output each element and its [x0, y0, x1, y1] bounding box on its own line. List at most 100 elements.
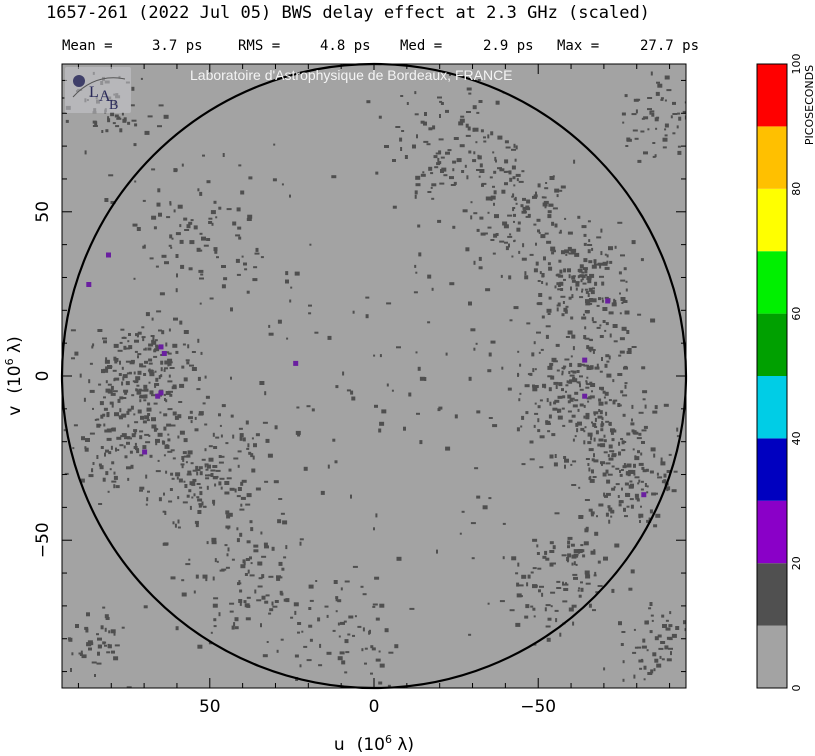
delay-cell [215, 469, 221, 472]
delay-cell [556, 282, 562, 286]
delay-cell [652, 652, 657, 657]
delay-cell [261, 595, 266, 600]
delay-cell [154, 370, 157, 373]
delay-cell [202, 402, 206, 405]
delay-cell [204, 423, 208, 426]
delay-cell [140, 389, 145, 392]
delay-cell [170, 576, 176, 580]
delay-cell [676, 427, 679, 432]
delay-cell [154, 383, 157, 388]
delay-cell [634, 493, 639, 498]
delay-cell [572, 404, 578, 408]
delay-cell [196, 471, 199, 476]
delay-cell [581, 225, 587, 229]
delay-cell [190, 219, 194, 222]
delay-cell [127, 121, 131, 125]
delay-cell [221, 284, 226, 289]
delay-cell [136, 384, 140, 387]
delay-cell [599, 324, 602, 327]
delay-cell [234, 488, 237, 493]
delay-cell [682, 110, 686, 113]
delay-cell [563, 588, 569, 591]
delay-cell [479, 163, 483, 168]
delay-cell [554, 399, 560, 403]
delay-cell [584, 528, 589, 533]
delay-cell [520, 425, 523, 428]
delay-cell [593, 437, 596, 442]
delay-cell [501, 189, 506, 194]
delay-cell [202, 574, 208, 579]
delay-cell [164, 511, 167, 515]
delay-cell [571, 294, 574, 299]
delay-cell [608, 423, 611, 426]
delay-cell [110, 385, 114, 390]
delay-cell [554, 454, 557, 458]
delay-cell [581, 316, 587, 320]
delay-cell [257, 585, 263, 588]
delay-cell [445, 109, 449, 113]
delay-cell [113, 656, 119, 661]
delay-cell [230, 307, 233, 312]
delay-cell [594, 417, 597, 422]
delay-cell [228, 468, 232, 472]
delay-cell [271, 601, 274, 606]
delay-cell [663, 403, 669, 407]
delay-cell [568, 274, 571, 279]
delay-cell [308, 584, 314, 589]
delay-cell [546, 398, 549, 403]
delay-cell [562, 600, 568, 603]
delay-cell [245, 617, 251, 621]
delay-cell [647, 128, 650, 131]
delay-cell [198, 466, 203, 470]
delay-cell [163, 393, 166, 396]
delay-cell [547, 617, 552, 621]
delay-cell [562, 424, 566, 427]
delay-cell [195, 465, 199, 470]
delay-cell [331, 175, 337, 179]
delay-cell [167, 438, 171, 442]
delay-cell [537, 418, 540, 423]
delay-cell [189, 240, 195, 245]
delay-cell [654, 492, 658, 495]
delay-cell [605, 462, 611, 465]
delay-cell [308, 304, 312, 307]
delay-cell [605, 420, 610, 423]
delay-cell [559, 189, 563, 192]
delay-cell [612, 509, 615, 513]
delay-cell [215, 436, 220, 439]
delay-cell [604, 329, 607, 332]
colorbar-tick-label: 40 [790, 431, 803, 445]
delay-cell [487, 226, 492, 229]
delay-cell [577, 275, 580, 279]
delay-cell [424, 112, 427, 116]
delay-cell [533, 643, 537, 646]
delay-cell [517, 372, 519, 377]
delay-cell [104, 644, 107, 647]
delay-cell [531, 352, 535, 357]
delay-cell [564, 464, 566, 469]
delay-cell [626, 330, 630, 334]
delay-cell [641, 441, 645, 444]
delay-cell [96, 423, 101, 428]
delay-cell [641, 466, 645, 470]
delay-cell [468, 150, 472, 154]
delay-cell [633, 431, 639, 435]
delay-cell [607, 454, 610, 458]
delay-cell [633, 463, 636, 468]
delay-cell [587, 432, 593, 437]
delay-cell [161, 254, 167, 258]
delay-cell [246, 493, 252, 498]
delay-cell [167, 408, 173, 411]
delay-cell [155, 345, 159, 350]
delay-cell [199, 191, 203, 196]
delay-cell [122, 118, 127, 123]
delay-cell [642, 638, 646, 643]
delay-cell [583, 404, 586, 408]
delay-cell [586, 276, 590, 280]
high-delay-spots [86, 252, 647, 498]
delay-cell [533, 268, 538, 273]
delay-cell [591, 421, 593, 424]
delay-cell [511, 195, 514, 198]
delay-cell [625, 288, 628, 292]
